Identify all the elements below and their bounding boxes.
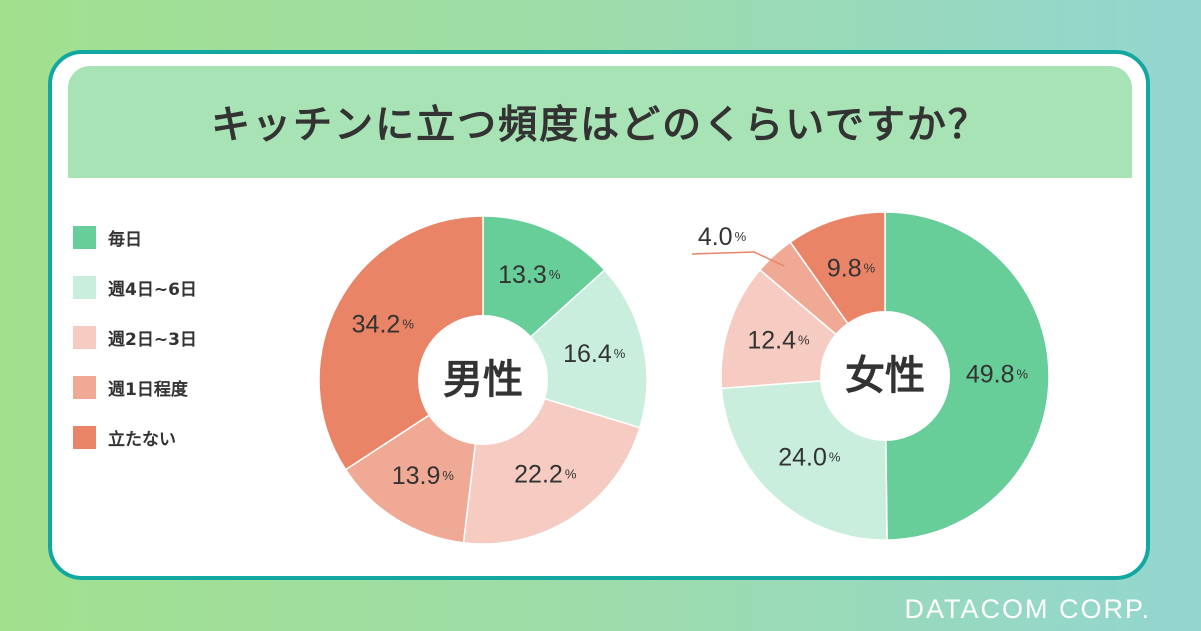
- legend-item: 週4日~6日: [73, 262, 197, 312]
- slice-label: 12.4%: [747, 326, 810, 354]
- legend-swatch: [73, 375, 96, 399]
- legend-item: 毎日: [73, 212, 197, 262]
- label-leader-line: [691, 251, 785, 267]
- legend-label: 毎日: [108, 229, 142, 250]
- legend-swatch: [73, 225, 96, 249]
- slice-label: 13.9%: [392, 461, 455, 489]
- slice-label: 16.4%: [563, 340, 626, 368]
- slice-label: 34.2%: [352, 310, 415, 338]
- chart-title: キッチンに立つ頻度はどのくらいですか？: [211, 103, 989, 148]
- pie-center-label: 男性: [443, 357, 523, 403]
- legend-label: 立たない: [108, 429, 176, 450]
- title-band: キッチンに立つ頻度はどのくらいですか？: [68, 66, 1132, 178]
- legend-item: 週2日~3日: [73, 312, 197, 362]
- legend-swatch: [73, 325, 96, 349]
- footer-brand: DATACOM CORP.: [904, 594, 1151, 624]
- slice-label: 22.2%: [514, 460, 577, 488]
- pie-center-label: 女性: [845, 353, 925, 399]
- slice-label: 49.8%: [966, 360, 1029, 388]
- legend-label: 週1日程度: [108, 379, 188, 400]
- pie-slice: [884, 211, 1050, 541]
- legend-swatch: [73, 275, 96, 299]
- legend-label: 週2日~3日: [108, 329, 197, 350]
- legend: 毎日週4日~6日 週2日~3日 週1日程度立たない: [73, 212, 197, 462]
- pie-center-hole: [418, 315, 548, 445]
- slice-label: 4.0%: [698, 223, 747, 251]
- slice-label: 9.8%: [827, 254, 876, 282]
- slice-label: 24.0%: [778, 443, 841, 471]
- slice-label: 13.3%: [498, 260, 561, 288]
- legend-item: 立たない: [73, 412, 197, 462]
- legend-item: 週1日程度: [73, 362, 197, 412]
- legend-label: 週4日~6日: [108, 279, 197, 300]
- legend-swatch: [73, 425, 96, 449]
- pie-center-hole: [820, 311, 950, 441]
